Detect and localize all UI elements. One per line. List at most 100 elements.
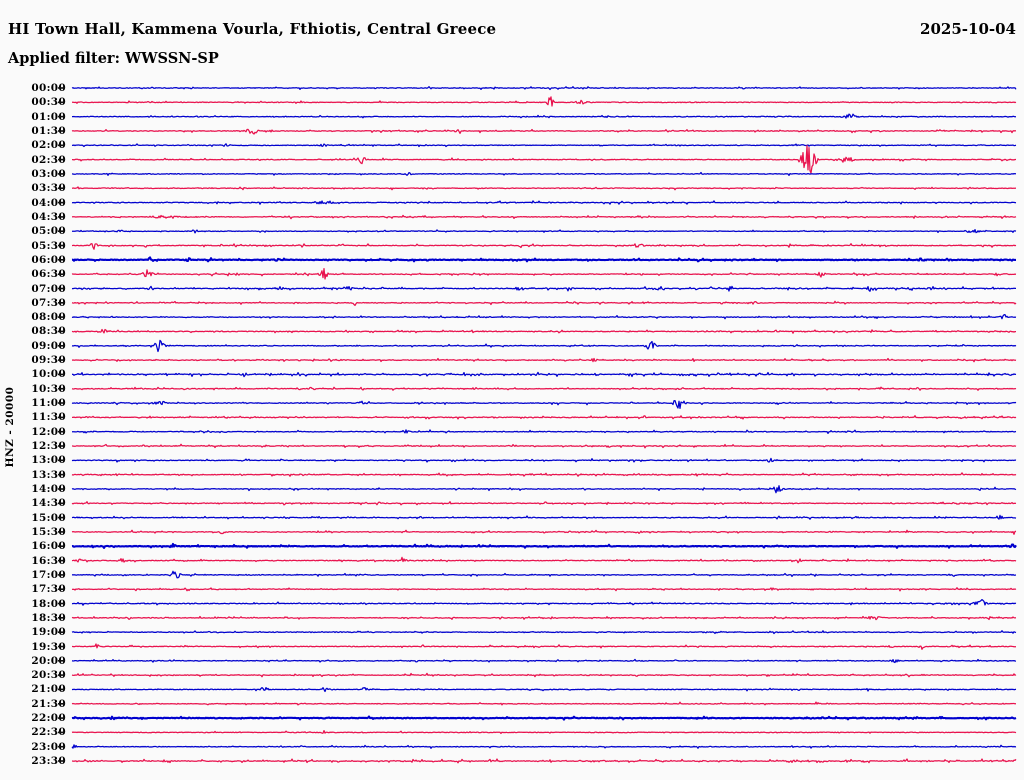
trace-row-0100 — [72, 113, 1016, 119]
row-tick — [58, 445, 65, 447]
trace-row-1000 — [71, 371, 1017, 378]
time-label: 05:00 — [31, 225, 66, 238]
trace-row-1330 — [71, 472, 1017, 477]
time-label: 09:30 — [31, 354, 66, 367]
station-title: HI Town Hall, Kammena Vourla, Fthiotis, … — [8, 20, 497, 38]
trace-row-2030 — [71, 672, 1017, 678]
row-tick — [58, 115, 65, 118]
trace-row-0130 — [71, 128, 1017, 135]
row-tick — [58, 173, 65, 175]
row-tick — [58, 531, 65, 533]
trace-row-2130 — [71, 701, 1016, 706]
time-label: 02:00 — [31, 139, 66, 152]
time-label: 14:30 — [31, 497, 66, 510]
trace-row-2100 — [71, 686, 1017, 693]
trace-row-0230 — [72, 145, 1016, 174]
trace-row-1030 — [71, 386, 1017, 391]
trace-row-1900 — [71, 630, 1017, 635]
trace-row-1800 — [71, 598, 1017, 606]
trace-row-1700 — [71, 570, 1017, 579]
row-tick — [58, 144, 65, 147]
trace-row-1230 — [72, 443, 1017, 449]
time-label: 22:30 — [31, 726, 66, 739]
time-label: 01:30 — [31, 125, 66, 137]
time-label: 15:30 — [31, 525, 66, 538]
row-tick — [58, 244, 65, 247]
trace-row-0630 — [71, 267, 1017, 280]
time-label: 07:00 — [31, 282, 66, 295]
row-tick — [58, 645, 65, 648]
trace-row-0830 — [71, 328, 1016, 334]
row-tick — [58, 430, 65, 433]
row-tick — [58, 602, 65, 605]
time-label: 06:00 — [31, 253, 66, 266]
time-label: 16:00 — [31, 540, 66, 553]
time-label: 15:00 — [31, 511, 66, 524]
row-tick — [58, 316, 65, 318]
time-label: 03:00 — [31, 167, 66, 180]
time-label: 04:30 — [31, 210, 66, 223]
row-tick — [58, 187, 65, 189]
row-tick — [58, 473, 65, 476]
row-tick — [58, 416, 65, 419]
time-label: 06:30 — [31, 268, 66, 281]
time-label: 16:30 — [31, 554, 66, 567]
time-label: 08:00 — [31, 311, 66, 324]
time-label: 02:30 — [31, 153, 66, 166]
trace-row-2230 — [71, 729, 1017, 735]
row-tick — [58, 87, 65, 89]
trace-row-0730 — [71, 300, 1017, 307]
trace-row-0930 — [71, 357, 1017, 363]
row-tick — [58, 402, 65, 404]
row-tick — [58, 287, 65, 290]
trace-row-1730 — [71, 587, 1017, 592]
row-tick — [58, 717, 65, 719]
trace-row-0000 — [71, 86, 1017, 91]
trace-row-1600 — [71, 542, 1017, 549]
trace-row-1830 — [71, 615, 1017, 621]
trace-row-1530 — [71, 529, 1017, 535]
row-tick — [58, 660, 65, 662]
row-tick — [58, 516, 65, 519]
record-date: 2025-10-04 — [920, 20, 1016, 38]
trace-row-1200 — [72, 429, 1017, 435]
trace-row-0800 — [71, 313, 1017, 320]
trace-row-0700 — [71, 285, 1016, 292]
row-tick — [58, 130, 65, 132]
row-tick — [58, 216, 65, 218]
time-label: 10:30 — [31, 382, 66, 395]
trace-row-0530 — [72, 243, 1017, 250]
trace-row-1430 — [71, 501, 1017, 506]
time-label: 21:30 — [31, 697, 66, 710]
row-tick — [58, 760, 65, 762]
time-label: 14:00 — [31, 483, 66, 495]
trace-row-1100 — [71, 399, 1017, 410]
row-tick — [58, 488, 65, 490]
row-tick — [58, 387, 65, 390]
trace-row-1500 — [71, 514, 1017, 520]
row-tick — [58, 359, 65, 361]
row-tick — [58, 259, 65, 261]
time-label: 00:00 — [31, 82, 66, 94]
row-tick — [58, 559, 65, 562]
row-tick — [58, 373, 65, 376]
trace-row-1630 — [71, 556, 1017, 564]
row-tick — [58, 631, 65, 633]
trace-row-2200 — [71, 715, 1017, 721]
row-tick — [58, 201, 65, 204]
row-tick — [58, 459, 65, 462]
trace-row-0430 — [71, 214, 1017, 220]
row-tick — [58, 273, 65, 275]
time-label: 20:00 — [31, 654, 66, 667]
time-label: 05:30 — [31, 239, 66, 252]
row-tick — [58, 502, 65, 505]
time-label: 03:30 — [31, 182, 66, 195]
trace-row-2000 — [71, 658, 1017, 664]
time-label: 01:00 — [31, 110, 66, 123]
row-tick — [58, 574, 65, 576]
row-tick — [58, 230, 65, 232]
time-label: 12:00 — [31, 425, 66, 438]
time-label: 17:00 — [31, 568, 66, 581]
